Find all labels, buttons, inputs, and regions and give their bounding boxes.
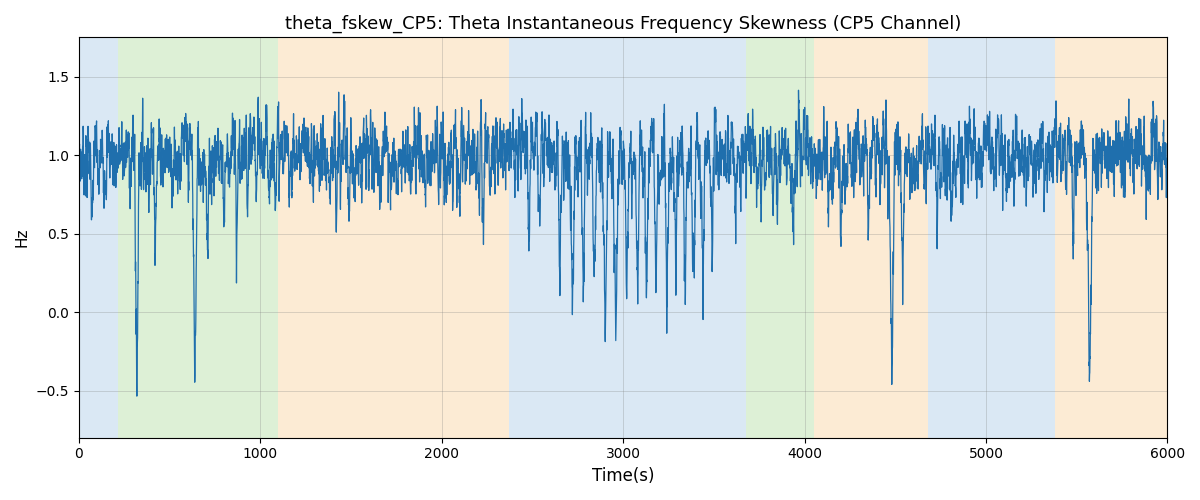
Title: theta_fskew_CP5: Theta Instantaneous Frequency Skewness (CP5 Channel): theta_fskew_CP5: Theta Instantaneous Fre… — [284, 15, 961, 34]
Bar — [1055, 38, 1168, 438]
Bar — [814, 38, 928, 438]
Bar — [278, 38, 509, 438]
X-axis label: Time(s): Time(s) — [592, 467, 654, 485]
Y-axis label: Hz: Hz — [14, 228, 30, 248]
Bar — [509, 38, 719, 438]
Bar — [928, 38, 1055, 438]
Bar — [118, 38, 278, 438]
Bar — [746, 38, 814, 438]
Bar — [79, 38, 118, 438]
Bar — [719, 38, 746, 438]
